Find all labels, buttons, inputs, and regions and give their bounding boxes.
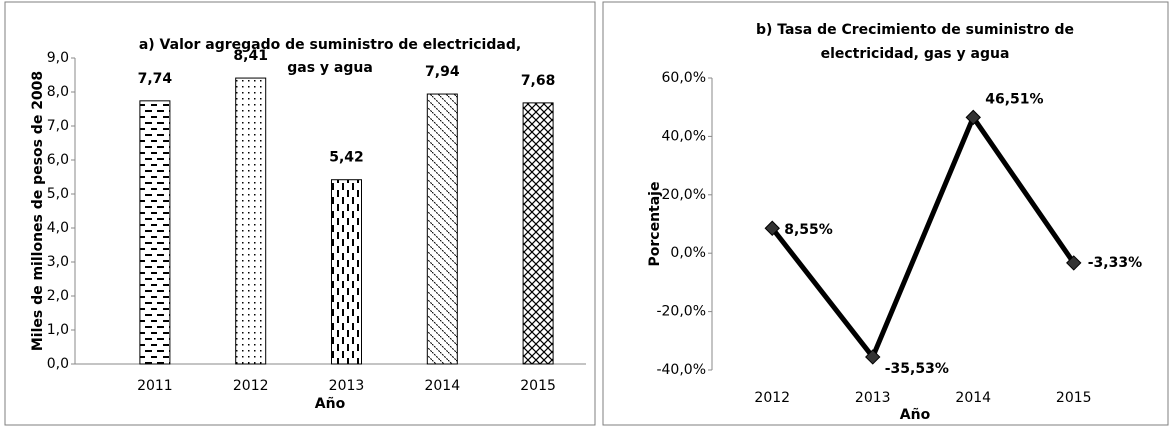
x-tick-label: 2013	[329, 378, 365, 394]
data-label: 7,68	[521, 73, 556, 89]
x-tick-label: 2015	[1056, 390, 1092, 406]
data-label: 7,74	[138, 71, 173, 87]
y-tick-label: 4,0	[47, 220, 69, 236]
data-label: 8,41	[233, 48, 268, 64]
y-tick-label: 0,0%	[670, 245, 706, 261]
x-tick-label: 2013	[855, 390, 891, 406]
x-tick-label: 2012	[754, 390, 790, 406]
x-tick-label: 2014	[424, 378, 460, 394]
x-tick-label: 2012	[233, 378, 269, 394]
y-tick-label: 6,0	[47, 152, 69, 168]
x-axis-title: Año	[315, 396, 346, 412]
data-label: -35,53%	[885, 361, 949, 377]
y-tick-label: 1,0	[47, 322, 69, 338]
chart-title: gas y agua	[287, 60, 373, 76]
chart-title: a) Valor agregado de suministro de elect…	[139, 37, 521, 53]
x-tick-label: 2015	[520, 378, 556, 394]
marker	[764, 220, 780, 236]
y-tick-label: 0,0	[47, 356, 69, 372]
y-tick-label: -20,0%	[656, 304, 706, 320]
bar	[522, 102, 554, 365]
y-tick-label: 60,0%	[662, 70, 706, 86]
bar	[235, 77, 267, 365]
bar	[426, 93, 458, 365]
line	[770, 112, 1076, 362]
data-label: -3,33%	[1088, 255, 1142, 271]
y-tick-label: 7,0	[47, 118, 69, 134]
chart-a-frame	[4, 1, 596, 426]
bar	[331, 179, 362, 365]
data-label: 46,51%	[985, 91, 1043, 107]
x-tick-label: 2014	[955, 390, 991, 406]
data-label: 7,94	[425, 64, 460, 80]
y-tick-label: 40,0%	[662, 128, 706, 144]
chart-title: electricidad, gas y agua	[821, 46, 1010, 62]
marker	[965, 109, 981, 126]
y-tick-label: 9,0	[47, 50, 69, 66]
data-label: 5,42	[329, 150, 364, 166]
y-tick-label: 5,0	[47, 186, 69, 202]
y-tick-label: -40,0%	[656, 362, 706, 378]
x-tick-label: 2011	[137, 378, 173, 394]
y-tick-label: 8,0	[47, 84, 69, 100]
chart-b-frame	[602, 1, 1169, 426]
y-tick-label: 3,0	[47, 254, 69, 270]
marker	[865, 349, 881, 365]
bar	[139, 100, 171, 365]
y-tick-label: 20,0%	[662, 187, 706, 203]
data-label: 8,55%	[784, 222, 833, 238]
x-axis-title: Año	[900, 407, 931, 423]
chart-title: b) Tasa de Crecimiento de suministro de	[756, 22, 1074, 38]
y-axis-title: Miles de millones de pesos de 2008	[30, 71, 46, 351]
marker	[1066, 255, 1082, 271]
y-tick-label: 2,0	[47, 288, 69, 304]
y-axis-title: Porcentaje	[647, 182, 663, 267]
